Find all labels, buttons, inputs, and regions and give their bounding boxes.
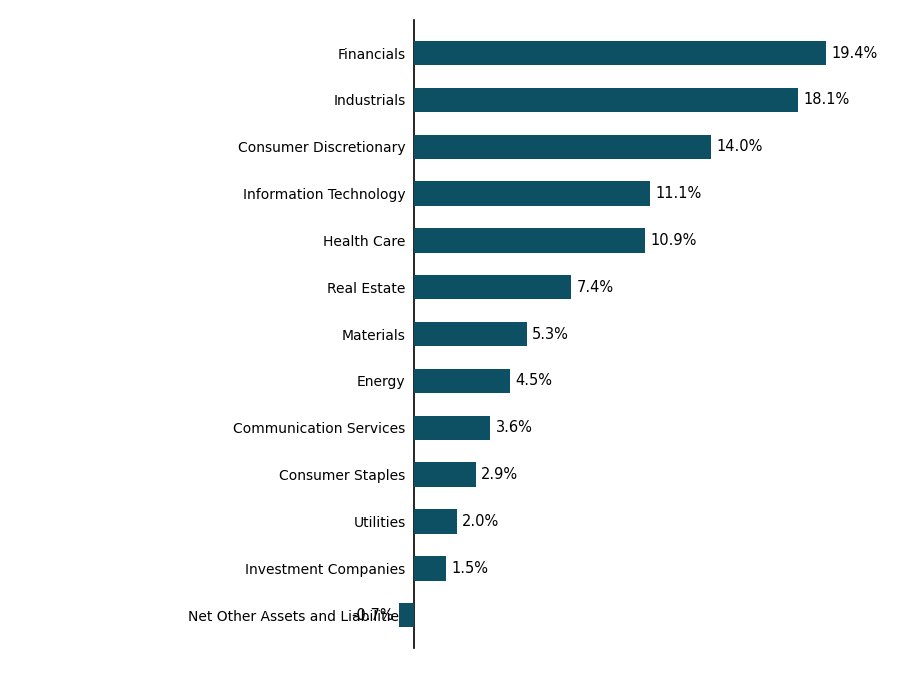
Bar: [414, 510, 457, 534]
Text: 7.4%: 7.4%: [577, 279, 613, 295]
Bar: [414, 88, 798, 112]
Text: 11.1%: 11.1%: [655, 186, 702, 201]
Text: 18.1%: 18.1%: [804, 92, 850, 107]
Bar: [414, 228, 645, 252]
Text: 1.5%: 1.5%: [451, 561, 488, 576]
Bar: [414, 322, 527, 346]
Bar: [414, 416, 490, 440]
Bar: [414, 556, 446, 580]
Bar: [414, 275, 571, 300]
Text: 4.5%: 4.5%: [515, 373, 551, 389]
Bar: [414, 182, 650, 206]
Text: 10.9%: 10.9%: [651, 233, 697, 248]
Bar: [414, 462, 476, 487]
Text: 3.6%: 3.6%: [496, 421, 532, 435]
Bar: [414, 134, 712, 159]
Text: 2.9%: 2.9%: [480, 467, 518, 482]
Text: 19.4%: 19.4%: [831, 45, 877, 61]
Bar: [414, 369, 510, 393]
Bar: [399, 603, 414, 627]
Text: 2.0%: 2.0%: [461, 514, 499, 529]
Text: 14.0%: 14.0%: [717, 139, 763, 154]
Bar: [414, 41, 826, 65]
Text: -0.7%: -0.7%: [351, 608, 394, 623]
Text: 5.3%: 5.3%: [531, 327, 569, 342]
